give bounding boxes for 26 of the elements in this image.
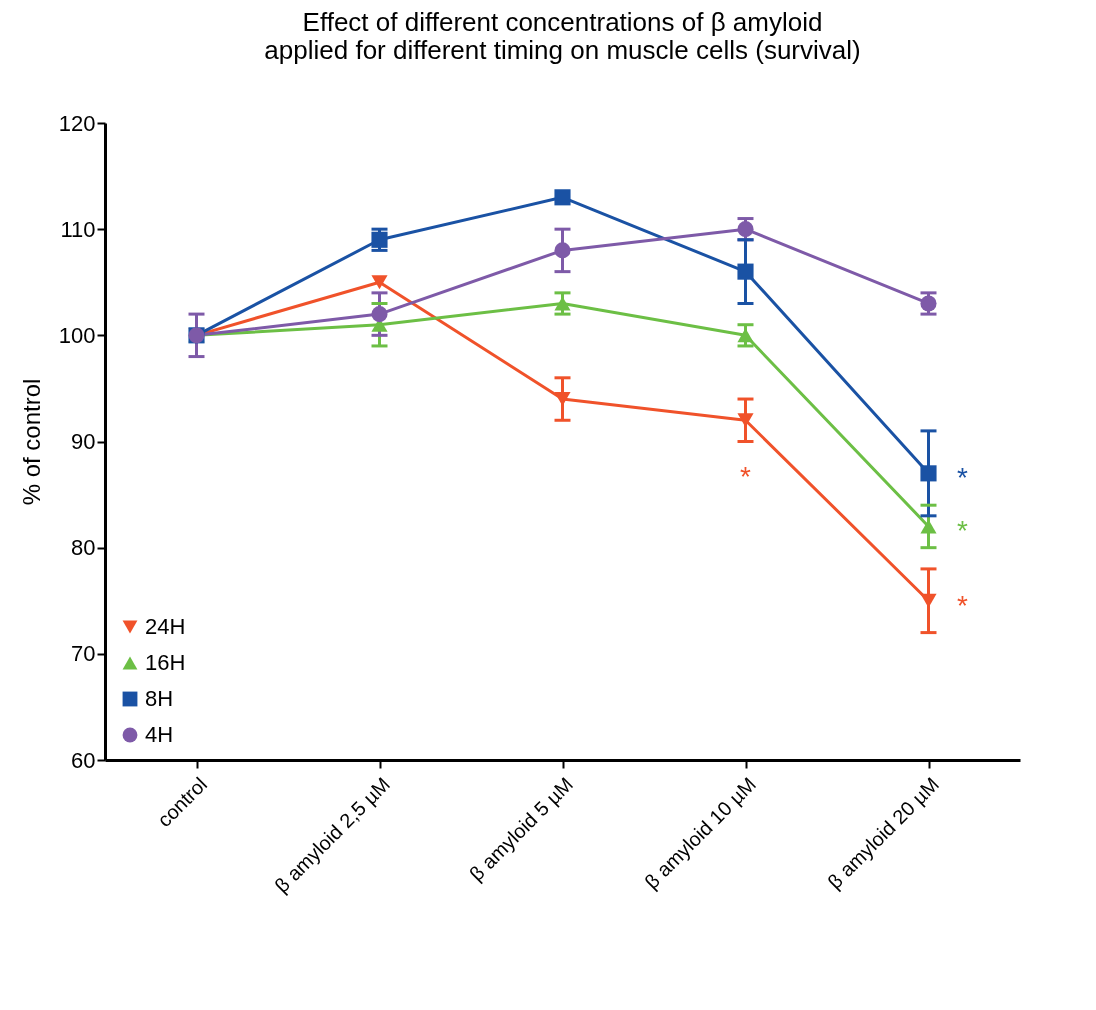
point [737,221,754,238]
y-tick-label: 100 [58,322,96,348]
y-tick-label: 110 [60,216,96,242]
point [920,465,937,482]
point [371,306,388,323]
annotation: * [957,515,969,547]
annotation: * [740,461,752,493]
point [554,242,571,259]
annotation: * [957,589,969,621]
annotation: * [957,462,969,494]
y-tick-label: 120 [58,110,96,136]
point [371,275,388,290]
y-tick-label: 60 [71,747,96,773]
y-tick-label: 80 [71,535,96,561]
y-tick-label: 70 [71,641,96,667]
point [920,295,937,312]
point [554,189,571,206]
legend-label: 16H [145,650,186,675]
legend-label: 24H [145,614,186,639]
legend-label: 4H [145,722,174,747]
point [737,263,754,280]
legend-label: 8H [145,686,174,711]
y-tick-label: 90 [71,429,96,454]
point [371,231,388,248]
chart-title: Effect of different concentrations of β amyloid applied for different timing on muscle cells (survival) [264,7,861,65]
y-axis-title: % of control [17,378,45,506]
